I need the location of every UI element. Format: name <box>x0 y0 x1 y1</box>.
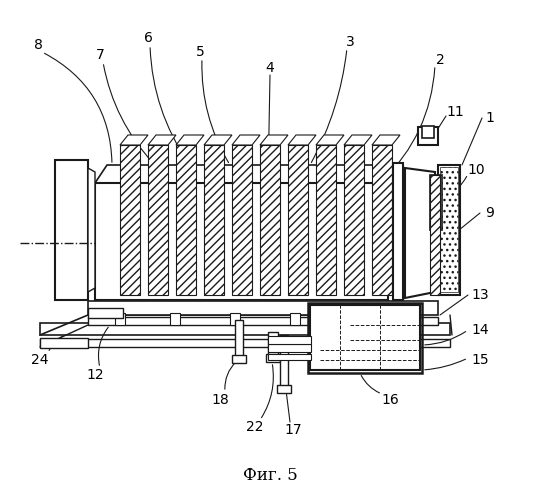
Bar <box>430 175 442 230</box>
Bar <box>120 145 140 295</box>
Text: 10: 10 <box>467 163 485 177</box>
Bar <box>268 354 311 360</box>
Bar <box>290 313 300 325</box>
Text: 12: 12 <box>86 368 104 382</box>
Text: 6: 6 <box>144 31 152 45</box>
Polygon shape <box>316 135 344 145</box>
Bar <box>344 145 364 295</box>
Bar <box>310 305 420 370</box>
Bar <box>430 175 440 295</box>
Text: 17: 17 <box>284 423 302 437</box>
Bar <box>115 313 125 325</box>
Polygon shape <box>95 300 400 315</box>
Polygon shape <box>95 165 400 183</box>
Text: 7: 7 <box>96 48 104 62</box>
Bar <box>88 301 438 315</box>
Bar <box>422 126 434 138</box>
Text: 24: 24 <box>31 353 49 367</box>
Text: 4: 4 <box>266 61 274 75</box>
Bar <box>277 385 291 393</box>
Bar <box>204 145 224 295</box>
Bar <box>176 145 196 295</box>
Bar <box>88 308 123 318</box>
Bar <box>170 313 180 325</box>
Polygon shape <box>148 135 176 145</box>
Bar <box>280 335 288 390</box>
Polygon shape <box>120 135 148 145</box>
Polygon shape <box>288 135 316 145</box>
Bar <box>40 323 450 335</box>
Bar <box>235 320 243 360</box>
Polygon shape <box>344 135 372 145</box>
Text: 16: 16 <box>381 393 399 407</box>
Bar <box>350 313 360 325</box>
Bar <box>316 145 336 295</box>
Text: 13: 13 <box>471 288 489 302</box>
Text: 5: 5 <box>195 45 204 59</box>
Text: 9: 9 <box>485 206 495 220</box>
Text: Фиг. 5: Фиг. 5 <box>242 467 298 484</box>
Polygon shape <box>232 135 260 145</box>
Polygon shape <box>372 135 400 145</box>
Bar <box>230 313 240 325</box>
Bar <box>148 145 168 295</box>
Polygon shape <box>204 135 232 145</box>
Text: 18: 18 <box>211 393 229 407</box>
Bar <box>268 332 278 360</box>
Bar <box>40 339 450 347</box>
Bar <box>288 145 308 295</box>
Bar <box>268 336 311 344</box>
Bar <box>308 303 422 373</box>
Polygon shape <box>260 135 288 145</box>
Bar <box>260 145 280 295</box>
Bar <box>40 338 88 348</box>
Bar <box>232 145 252 295</box>
Text: 8: 8 <box>33 38 43 52</box>
Text: 1: 1 <box>485 111 495 125</box>
Text: 22: 22 <box>246 420 264 434</box>
Text: 14: 14 <box>471 323 489 337</box>
Text: 2: 2 <box>436 53 444 67</box>
Polygon shape <box>88 168 95 292</box>
Bar <box>88 317 438 325</box>
Polygon shape <box>405 168 435 298</box>
Bar <box>438 165 460 295</box>
Polygon shape <box>393 163 403 300</box>
Bar <box>268 344 311 352</box>
Text: 11: 11 <box>446 105 464 119</box>
Polygon shape <box>55 160 88 300</box>
Bar <box>232 355 246 363</box>
Bar <box>440 167 458 292</box>
Bar <box>418 127 438 145</box>
Polygon shape <box>176 135 204 145</box>
Text: 3: 3 <box>346 35 354 49</box>
Polygon shape <box>95 183 388 300</box>
Bar <box>372 145 392 295</box>
Bar <box>266 354 280 362</box>
Text: 15: 15 <box>471 353 489 367</box>
